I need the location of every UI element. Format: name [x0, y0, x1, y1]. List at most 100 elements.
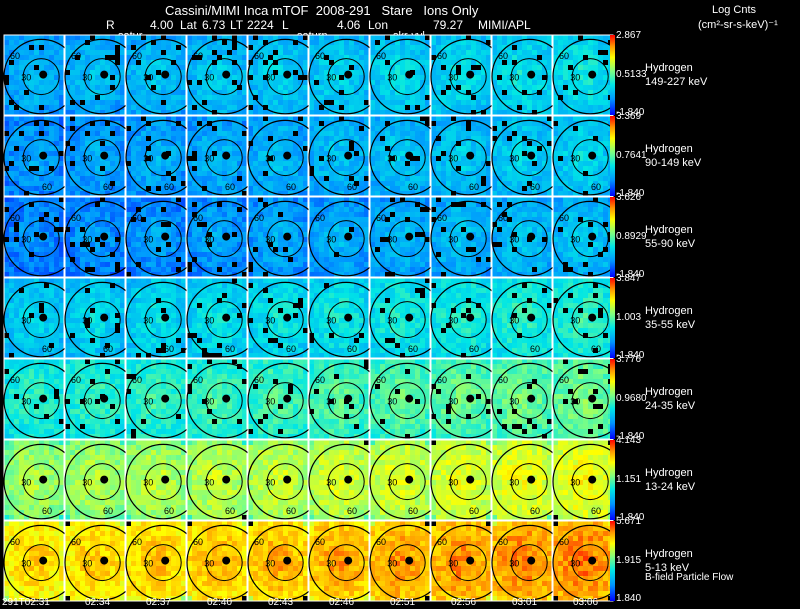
colorbar-cmin-label: -1.840	[616, 188, 645, 199]
contour-30	[83, 58, 121, 96]
contour-label-30: 30	[143, 478, 153, 488]
r-value: 4.00	[150, 18, 174, 32]
contour-label-30: 30	[570, 316, 580, 326]
planet-marker	[222, 232, 231, 241]
contour-label-30: 30	[143, 316, 153, 326]
contour-30	[449, 544, 487, 582]
contour-30	[83, 463, 121, 501]
colorbar-cmin-label: -1.840	[616, 107, 645, 118]
contour-label-60: 60	[254, 537, 264, 547]
contour-30	[83, 301, 121, 339]
planet-marker	[466, 70, 475, 79]
contour-label-60: 60	[103, 344, 113, 354]
panel-r4-c8: 30 60	[491, 358, 568, 440]
panel-r3-c3: 30 60	[186, 277, 263, 359]
panel-r5-c2: 30 60	[125, 439, 202, 521]
contour-label-30: 30	[21, 154, 31, 164]
panel-r6-c2: 30 60	[125, 520, 202, 602]
lat-value: 6.73	[202, 18, 226, 32]
panel-r4-c3: 30 60	[186, 358, 263, 440]
contour-label-30: 30	[82, 397, 92, 407]
contour-label-30: 30	[82, 154, 92, 164]
r-label: R	[106, 18, 115, 32]
planet-marker	[100, 70, 109, 79]
contour-30	[22, 301, 60, 339]
planet-marker	[161, 556, 170, 565]
panel-r0-c4: 30 60	[247, 34, 324, 116]
contour-label-60: 60	[498, 51, 508, 61]
contour-label-60: 60	[347, 182, 357, 192]
instrument-label: MIMI/APL	[478, 18, 531, 32]
contour-label-30: 30	[21, 478, 31, 488]
contour-label-60: 60	[286, 506, 296, 516]
planet-marker	[588, 70, 597, 79]
panel-r4-c5: 30 60	[308, 358, 385, 440]
panel-r4-c6: 30 60	[369, 358, 446, 440]
colorbar-cmin-label: -1.840	[616, 431, 645, 442]
panel-r4-c1: 30 60	[64, 358, 141, 440]
planet-marker	[344, 151, 353, 160]
panel-r4-c4: 30 60	[247, 358, 324, 440]
time-tick-1: 02:34	[85, 597, 111, 608]
contour-label-60: 60	[559, 375, 569, 385]
contour-30	[327, 301, 365, 339]
panel-r2-c7: 30 60	[430, 196, 507, 278]
contour-30	[205, 139, 243, 177]
panel-r5-c5: 30 60	[308, 439, 385, 521]
panel-r6-c1: 30 60	[64, 520, 141, 602]
contour-label-30: 30	[143, 73, 153, 83]
planet-marker	[405, 232, 414, 241]
contour-30	[144, 139, 182, 177]
contour-label-60: 60	[10, 375, 20, 385]
contour-label-60: 60	[225, 182, 235, 192]
colorbar-r3	[610, 278, 615, 358]
contour-label-30: 30	[509, 397, 519, 407]
colorbar-cmax-label: 5.671	[616, 516, 642, 527]
contour-label-60: 60	[254, 375, 264, 385]
panel-r4-c9: 30 60	[552, 358, 629, 440]
planet-marker	[527, 232, 536, 241]
planet-marker	[344, 313, 353, 322]
panel-r0-c5: 30 60	[308, 34, 385, 116]
panel-r0-c8: 30 60	[491, 34, 568, 116]
time-tick-9: 03:06	[573, 597, 599, 608]
row-label-3: Hydrogen 35-55 keV	[645, 304, 695, 332]
contour-30	[571, 463, 609, 501]
contour-30	[449, 382, 487, 420]
contour-label-60: 60	[42, 506, 52, 516]
planet-marker	[222, 556, 231, 565]
panel-r3-c4: 30 60	[247, 277, 324, 359]
planet-marker	[39, 151, 48, 160]
panel-r3-c1: 30 60	[64, 277, 141, 359]
contour-30	[205, 301, 243, 339]
contour-label-60: 60	[408, 344, 418, 354]
contour-label-30: 30	[387, 478, 397, 488]
planet-marker	[405, 313, 414, 322]
contour-label-60: 60	[469, 182, 479, 192]
contour-label-60: 60	[225, 344, 235, 354]
contour-label-60: 60	[71, 537, 81, 547]
planet-marker	[405, 556, 414, 565]
contour-label-60: 60	[437, 213, 447, 223]
colorbar-cmid-label: 0.9680	[616, 393, 647, 404]
panel-r2-c9: 30 60	[552, 196, 629, 278]
contour-label-30: 30	[448, 73, 458, 83]
panel-r0-c1: 30 60	[64, 34, 141, 116]
panel-r4-c7: 30 60	[430, 358, 507, 440]
planet-marker	[527, 313, 536, 322]
contour-label-30: 30	[387, 397, 397, 407]
contour-label-60: 60	[103, 506, 113, 516]
row-energy: 13-24 keV	[645, 481, 696, 493]
contour-30	[205, 220, 243, 258]
contour-30	[449, 220, 487, 258]
contour-label-30: 30	[204, 235, 214, 245]
contour-label-30: 30	[387, 73, 397, 83]
time-tick-4: 02:43	[268, 597, 294, 608]
row-species: Hydrogen	[645, 548, 693, 560]
planet-marker	[344, 232, 353, 241]
contour-label-30: 30	[143, 154, 153, 164]
time-tick-0: 291T02:31	[2, 597, 50, 608]
contour-label-30: 30	[204, 73, 214, 83]
contour-label-60: 60	[376, 537, 386, 547]
planet-marker	[100, 151, 109, 160]
